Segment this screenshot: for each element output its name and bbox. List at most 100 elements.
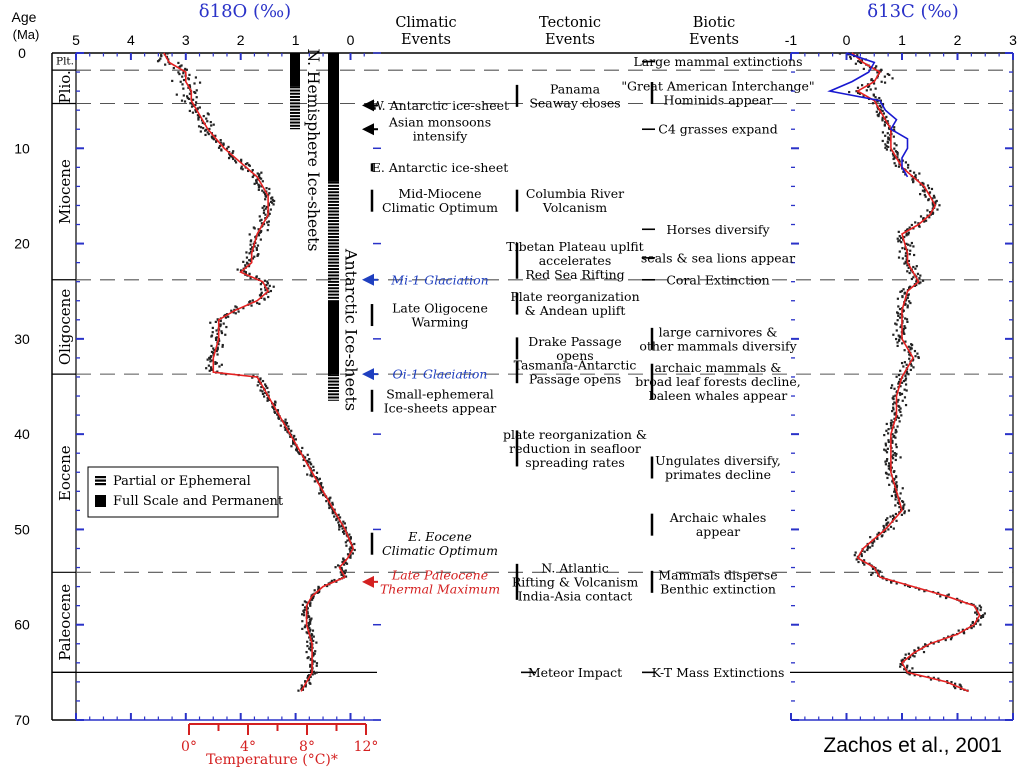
antarctic-ice-bar: [328, 258, 339, 261]
d13c-point: [926, 644, 929, 648]
d18o-point: [267, 391, 270, 394]
d18o-point: [273, 199, 276, 203]
climatic-event-text: Late Paleocene: [391, 567, 488, 582]
d18o-point: [309, 669, 313, 673]
d13c-point: [900, 513, 903, 516]
d18o-point: [308, 636, 311, 639]
d13c-point: [879, 70, 882, 73]
d18o-point: [219, 325, 222, 328]
d13c-point: [898, 502, 901, 505]
d18o-point: [344, 541, 347, 544]
d18o-point: [309, 642, 312, 645]
d18o-point: [308, 602, 312, 606]
d18o-point: [239, 269, 243, 272]
d18o-point: [180, 99, 184, 102]
d13c-point: [898, 316, 902, 319]
d13c-point: [891, 77, 894, 80]
antarctic-ice-bar: [328, 271, 339, 274]
antarctic-ice-bar: [328, 188, 339, 191]
tectonic-event-text: Drake Passage: [528, 334, 621, 349]
d18o-point: [248, 252, 251, 255]
north-ice-bar: [290, 121, 300, 124]
d13c-point: [885, 429, 888, 432]
d18o-point: [228, 154, 232, 157]
d18o-point: [331, 512, 334, 515]
biotic-event-text: K-T Mass Extinctions: [652, 665, 785, 680]
d13c-point: [919, 193, 922, 196]
d18o-point: [205, 367, 208, 370]
d18o-point: [331, 503, 334, 506]
d18o-point: [214, 362, 217, 366]
d13c-point: [871, 567, 875, 570]
d18o-point: [313, 480, 316, 483]
d18o-point: [318, 477, 321, 480]
d18o-point: [260, 218, 263, 221]
d13c-point: [895, 391, 898, 394]
d18o-point: [333, 515, 336, 518]
d13c-point: [868, 546, 872, 549]
d13c-point: [895, 452, 898, 456]
d18o-point: [196, 114, 200, 117]
d18o-point: [253, 245, 256, 248]
d18o-point: [230, 155, 233, 158]
biotic-event-text: archaic mammals &: [655, 360, 782, 375]
d13c-point: [891, 441, 894, 444]
d18o-point: [160, 54, 163, 58]
d18o-point: [260, 385, 263, 389]
d13c-point: [895, 446, 898, 449]
north-ice-bar: [290, 115, 300, 118]
d18o-point: [257, 234, 261, 237]
d18o-point: [224, 316, 228, 319]
d13c-point: [914, 174, 917, 177]
tectonic-event-text: & Andean uplift: [525, 303, 626, 318]
d13c-point: [903, 396, 907, 399]
d13c-point: [887, 521, 890, 524]
d13c-point: [904, 254, 907, 257]
d13c-point: [884, 463, 888, 466]
d18o-point: [303, 626, 306, 629]
d18o-point: [208, 369, 211, 372]
d18o-point: [309, 474, 312, 477]
d13c-point: [911, 654, 914, 657]
d13c-point: [907, 259, 910, 263]
d13c-point: [866, 547, 869, 550]
d13c-point: [898, 250, 901, 253]
d18o-point: [311, 651, 315, 655]
epoch-label: Oligocene: [56, 289, 74, 365]
d13c-point: [918, 282, 921, 285]
d18o-point: [277, 417, 281, 420]
d13c-point: [954, 682, 957, 685]
d13c-point: [901, 257, 904, 260]
d13c-point: [905, 318, 909, 321]
d18o-point: [199, 130, 202, 133]
d18o-point: [258, 173, 261, 176]
d18o-point: [241, 168, 244, 171]
d13c-point: [886, 72, 889, 76]
d13c-point: [905, 234, 908, 237]
antarctic-ice-bar: [328, 284, 339, 287]
d18o-point: [253, 255, 256, 258]
d18o-point: [256, 301, 259, 305]
d13c-point: [860, 553, 863, 556]
d18o-point: [219, 141, 222, 144]
d13c-point: [885, 422, 888, 426]
d13c-point: [914, 651, 917, 655]
temperature-tick-label: 4°: [240, 739, 256, 755]
d18o-point: [309, 645, 312, 649]
d13c-point: [866, 548, 869, 552]
climatic-event-text: W. Antarctic ice-sheet: [371, 98, 509, 113]
d13c-point: [887, 440, 890, 444]
antarctic-ice-bar: [328, 210, 339, 213]
d18o-point: [182, 87, 185, 90]
d18o-point: [306, 640, 309, 643]
d13c-point: [894, 494, 897, 497]
d13c-point: [849, 55, 852, 59]
antarctic-ice-bar: [328, 252, 339, 255]
d13c-point: [912, 265, 915, 269]
d13c-point: [875, 65, 878, 68]
d13c-point: [932, 194, 936, 197]
d13c-point: [923, 188, 927, 191]
temperature-tick-label: 8°: [299, 739, 315, 755]
d18o-point: [234, 305, 237, 308]
north-ice-bar: [290, 127, 300, 130]
